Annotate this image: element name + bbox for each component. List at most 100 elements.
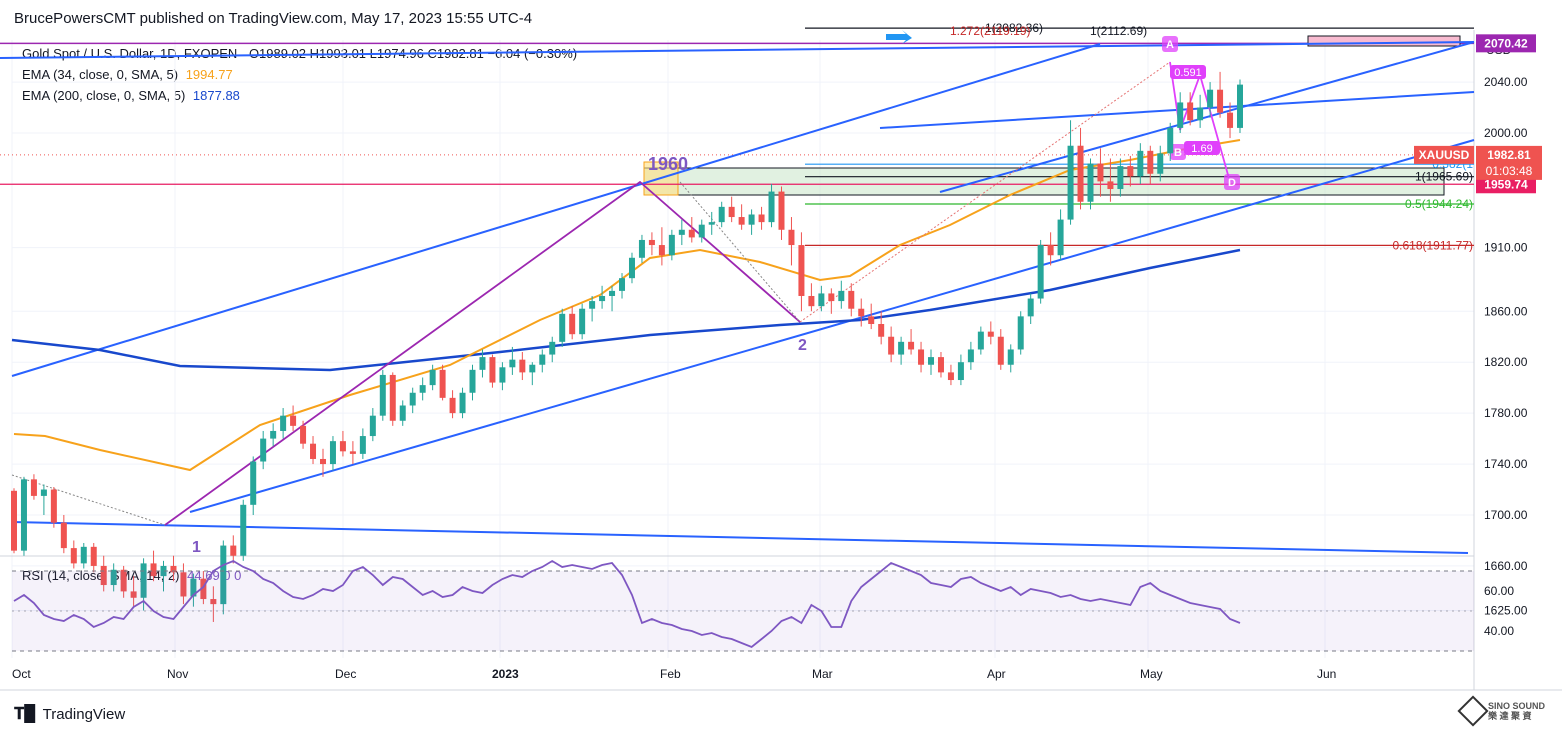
candle-body-10 bbox=[110, 569, 117, 586]
x-tick-label-6: Apr bbox=[987, 667, 1006, 681]
ema34-line bbox=[13, 139, 1241, 472]
y-tick-label-4: 1780.00 bbox=[1484, 406, 1528, 420]
candle-body-80 bbox=[808, 295, 815, 307]
candle-body-115 bbox=[1157, 153, 1164, 174]
pattern-point-A: A bbox=[1166, 39, 1174, 51]
candle-body-14 bbox=[150, 563, 157, 577]
fib-ext-label-0: 1.272(2119.19) bbox=[950, 24, 1031, 38]
candle-body-25 bbox=[260, 438, 267, 462]
candle-body-103 bbox=[1037, 245, 1044, 299]
ema200-line bbox=[11, 248, 1241, 372]
ema34-label: EMA (34, close, 0, SMA, 5) bbox=[22, 67, 179, 82]
y-tick-label-7: 1910.00 bbox=[1484, 241, 1528, 255]
candle-body-78 bbox=[788, 229, 795, 246]
candle-body-5 bbox=[60, 522, 67, 549]
candle-body-96 bbox=[967, 349, 974, 363]
pattern-ratio-0: 0.591 bbox=[1174, 67, 1202, 79]
y-tick-label-3: 1740.00 bbox=[1484, 457, 1528, 471]
wave-dotted-1 bbox=[679, 181, 801, 323]
channel-line-5 bbox=[939, 41, 1475, 193]
sino-sound-watermark: SINO SOUND 樂 達 聚 資 bbox=[1457, 695, 1545, 727]
candle-body-12 bbox=[130, 591, 137, 598]
candle-body-55 bbox=[559, 313, 566, 342]
price-tag-0: 2070.42 bbox=[1484, 36, 1528, 50]
candle-body-68 bbox=[688, 229, 695, 238]
x-tick-label-1: Nov bbox=[167, 667, 188, 681]
fib-label-0: 1(2082.36) bbox=[985, 21, 1043, 35]
x-tick-label-0: Oct bbox=[12, 667, 31, 681]
candle-body-62 bbox=[628, 257, 635, 279]
candle-body-33 bbox=[339, 441, 346, 452]
candle-body-17 bbox=[180, 572, 187, 597]
channel-line-0 bbox=[11, 43, 1101, 377]
candle-body-91 bbox=[918, 349, 925, 365]
y-tick-label-5: 1820.00 bbox=[1484, 355, 1528, 369]
publisher-header: BrucePowersCMT published on TradingView.… bbox=[14, 10, 533, 27]
pattern-point-B: B bbox=[1174, 147, 1182, 159]
tradingview-logo: 𝐓▉ TradingView bbox=[14, 704, 125, 724]
fib-label-2: 1(1965.69) bbox=[1415, 170, 1473, 184]
candle-body-112 bbox=[1127, 166, 1134, 177]
candle-body-99 bbox=[997, 336, 1004, 365]
ema200-label: EMA (200, close, 0, SMA, 5) bbox=[22, 88, 186, 103]
ema200-legend[interactable]: EMA (200, close, 0, SMA, 5) 1877.88 bbox=[22, 88, 240, 103]
candle-body-53 bbox=[539, 354, 546, 365]
candle-body-36 bbox=[369, 415, 376, 437]
rsi-line bbox=[13, 559, 1241, 649]
x-tick-label-5: Mar bbox=[812, 667, 833, 681]
candle-body-20 bbox=[210, 599, 217, 605]
candle-body-8 bbox=[90, 546, 97, 566]
candle-body-45 bbox=[459, 392, 466, 414]
x-tick-label-3: 2023 bbox=[492, 667, 519, 681]
candle-body-83 bbox=[838, 290, 845, 302]
wave-dotted-0 bbox=[11, 474, 166, 526]
candle-body-110 bbox=[1107, 181, 1114, 190]
ema34-legend[interactable]: EMA (34, close, 0, SMA, 5) 1994.77 bbox=[22, 67, 233, 82]
candle-body-101 bbox=[1017, 316, 1024, 350]
candle-body-21 bbox=[220, 545, 227, 605]
pattern-ratio-bg-0 bbox=[1170, 65, 1206, 79]
candle-body-58 bbox=[589, 301, 596, 309]
candle-body-98 bbox=[987, 331, 994, 337]
candle-body-46 bbox=[469, 369, 476, 393]
ema34-value: 1994.77 bbox=[185, 67, 233, 82]
candle-body-61 bbox=[619, 278, 626, 291]
wave-label-1960: 1960 bbox=[648, 154, 688, 174]
target-box bbox=[1307, 35, 1461, 47]
channel-line-2 bbox=[189, 139, 1475, 513]
candle-body-71 bbox=[718, 206, 725, 223]
candle-body-88 bbox=[888, 336, 895, 355]
candle-body-97 bbox=[977, 331, 984, 350]
candle-body-15 bbox=[160, 565, 167, 577]
candle-body-35 bbox=[359, 436, 366, 454]
candle-body-27 bbox=[280, 415, 287, 431]
last-price-symbol-bg bbox=[1414, 145, 1474, 164]
x-tick-label-8: Jun bbox=[1317, 667, 1336, 681]
last-price-symbol: XAUUSD bbox=[1419, 148, 1470, 162]
last-price-tag-bg bbox=[1476, 145, 1542, 180]
wave-label-2: 2 bbox=[798, 337, 807, 354]
candle-body-40 bbox=[409, 392, 416, 406]
watermark-bottom: 樂 達 聚 資 bbox=[1488, 711, 1532, 721]
candle-body-108 bbox=[1087, 163, 1094, 202]
candle-body-13 bbox=[140, 563, 147, 598]
candle-body-79 bbox=[798, 245, 805, 296]
rsi-tick-label-0: 40.00 bbox=[1484, 624, 1514, 638]
fib-ext-label-1: 1(2112.69) bbox=[1090, 24, 1147, 38]
candle-body-43 bbox=[439, 369, 446, 398]
y-tick-label-2: 1700.00 bbox=[1484, 508, 1528, 522]
candle-body-102 bbox=[1027, 298, 1034, 317]
candle-body-6 bbox=[70, 548, 77, 564]
candle-body-2 bbox=[30, 479, 37, 496]
y-tick-label-1: 1660.00 bbox=[1484, 559, 1528, 573]
pattern-point-bg-1 bbox=[1170, 144, 1186, 160]
candle-body-42 bbox=[429, 369, 436, 386]
candle-body-119 bbox=[1197, 107, 1204, 121]
pattern-ratio-bg-1 bbox=[1184, 141, 1220, 155]
candle-body-72 bbox=[728, 206, 735, 218]
candle-body-69 bbox=[698, 224, 705, 238]
candle-body-114 bbox=[1147, 150, 1154, 174]
candle-body-118 bbox=[1187, 102, 1194, 121]
y-tick-label-9: 2000.00 bbox=[1484, 126, 1528, 140]
